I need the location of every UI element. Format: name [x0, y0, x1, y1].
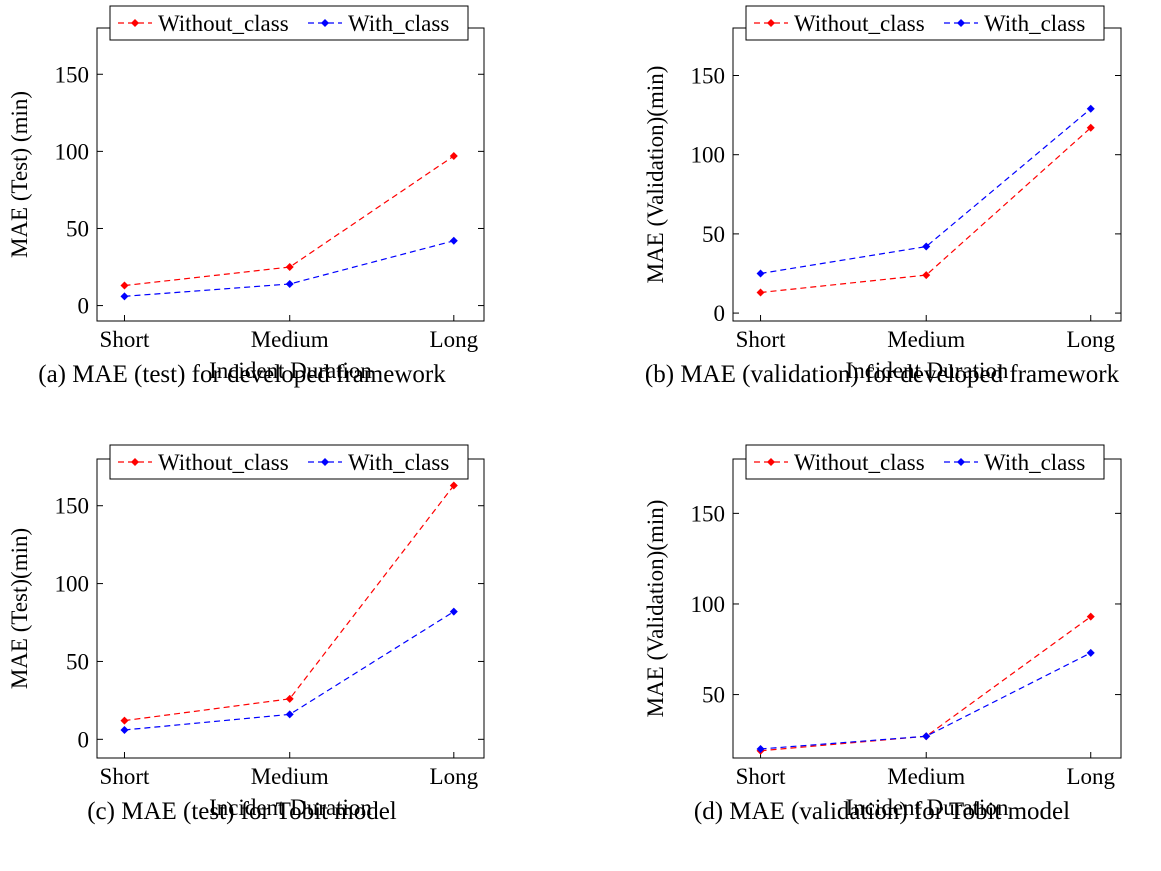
data-point-with-class: [1086, 104, 1095, 113]
axes-frame-d: [732, 458, 1122, 759]
x-tick-label: Short: [100, 764, 150, 789]
legend-marker: [321, 19, 329, 27]
data-point-with-class: [756, 744, 765, 753]
legend-label: With_class: [984, 11, 1085, 36]
y-tick-label: 50: [66, 649, 89, 674]
x-tick-label: Long: [430, 764, 479, 789]
chart-caption-c: (c) MAE (test) for Tobit model: [87, 798, 397, 825]
x-tick-label: Long: [1066, 764, 1115, 789]
y-tick-label: 100: [55, 139, 90, 164]
x-tick-label: Medium: [251, 327, 329, 352]
x-tick-label: Medium: [887, 764, 965, 789]
chart-caption-a: (a) MAE (test) for developed framework: [38, 361, 446, 388]
x-axis-label: Incident Duration: [846, 795, 1009, 820]
series-line-without-class: [124, 155, 455, 287]
legend-marker: [131, 458, 139, 466]
data-point-with-class: [449, 607, 458, 616]
x-axis-label: Incident Duration: [209, 358, 372, 383]
data-point-with-class: [1086, 648, 1095, 657]
y-axis-label: MAE (Validation)(min): [643, 500, 668, 718]
data-point-with-class: [120, 292, 129, 301]
data-point-with-class: [922, 242, 931, 251]
data-point-without-class: [285, 263, 294, 272]
x-tick-label: Medium: [251, 764, 329, 789]
x-axis-label: Incident Duration: [209, 795, 372, 820]
data-point-without-class: [1086, 612, 1095, 621]
x-tick-label: Long: [1066, 327, 1115, 352]
y-tick-label: 100: [691, 592, 726, 617]
y-tick-label: 0: [714, 301, 726, 326]
legend-marker: [957, 19, 965, 27]
y-axis-label: MAE (Test)(min): [7, 528, 32, 689]
legend-label: Without_class: [158, 450, 289, 475]
chart-caption-d: (d) MAE (validation) for Tobit model: [693, 798, 1071, 825]
legend-box: [109, 5, 469, 41]
legend-marker: [321, 458, 329, 466]
data-point-without-class: [449, 481, 458, 490]
x-tick-label: Short: [736, 764, 786, 789]
data-point-without-class: [120, 281, 129, 290]
legend-marker: [767, 458, 775, 466]
data-point-without-class: [449, 151, 458, 160]
series-line-without-class: [760, 127, 1092, 294]
data-point-without-class: [922, 271, 931, 280]
series-line-without-class: [124, 485, 455, 722]
y-axis-label: MAE (Test) (min): [7, 91, 32, 258]
y-tick-label: 150: [691, 64, 726, 89]
x-tick-label: Medium: [887, 327, 965, 352]
y-tick-label: 100: [55, 572, 90, 597]
data-point-without-class: [756, 288, 765, 297]
data-point-without-class: [285, 694, 294, 703]
legend-label: With_class: [348, 11, 449, 36]
x-tick-label: Short: [100, 327, 150, 352]
data-point-with-class: [285, 710, 294, 719]
series-line-with-class: [760, 652, 1092, 750]
legend-label: With_class: [348, 450, 449, 475]
x-axis-label: Incident Duration: [846, 358, 1009, 383]
legend-marker: [767, 19, 775, 27]
data-point-with-class: [756, 269, 765, 278]
y-axis-label: MAE (Validation)(min): [643, 66, 668, 284]
legend-label: Without_class: [794, 11, 925, 36]
y-tick-label: 0: [78, 727, 90, 752]
chart-caption-b: (b) MAE (validation) for developed frame…: [644, 361, 1120, 388]
y-tick-label: 50: [66, 216, 89, 241]
legend-box: [745, 444, 1105, 480]
x-tick-label: Long: [430, 327, 479, 352]
y-tick-label: 50: [702, 222, 725, 247]
y-tick-label: 0: [78, 294, 90, 319]
data-point-with-class: [285, 279, 294, 288]
legend-label: With_class: [984, 450, 1085, 475]
data-point-with-class: [922, 732, 931, 741]
y-tick-label: 150: [55, 62, 90, 87]
series-line-without-class: [760, 616, 1092, 752]
y-tick-label: 150: [691, 501, 726, 526]
data-point-without-class: [1086, 123, 1095, 132]
data-point-with-class: [449, 236, 458, 245]
legend-box: [109, 444, 469, 480]
legend-label: Without_class: [794, 450, 925, 475]
legend-label: Without_class: [158, 11, 289, 36]
legend-marker: [131, 19, 139, 27]
x-tick-label: Short: [736, 327, 786, 352]
y-tick-label: 150: [55, 494, 90, 519]
series-line-with-class: [760, 108, 1092, 275]
data-point-without-class: [120, 716, 129, 725]
y-tick-label: 50: [702, 683, 725, 708]
y-tick-label: 100: [691, 143, 726, 168]
data-point-with-class: [120, 725, 129, 734]
legend-marker: [957, 458, 965, 466]
legend-box: [745, 5, 1105, 41]
